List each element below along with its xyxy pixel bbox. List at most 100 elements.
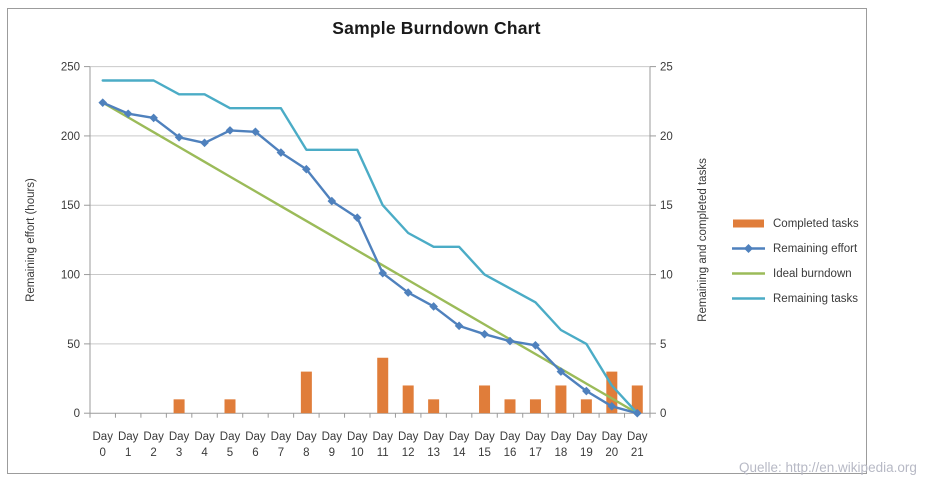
x-axis-label-day-19: 19 xyxy=(580,447,593,459)
x-axis-label-day-21: 21 xyxy=(631,447,644,459)
y-axis-label-left-50: 50 xyxy=(67,339,80,351)
x-axis-label-word-10: Day xyxy=(347,431,368,443)
marker-remaining_effort-day-10 xyxy=(352,213,362,223)
y-axis-label-right-15: 15 xyxy=(660,200,673,212)
legend-item: Completed tasks xyxy=(732,211,859,236)
y-axis-label-right-0: 0 xyxy=(660,408,666,420)
x-axis-label-word-8: Day xyxy=(296,431,317,443)
x-axis-label-word-4: Day xyxy=(194,431,215,443)
legend-item: Remaining tasks xyxy=(732,286,859,311)
y-axis-label-right-20: 20 xyxy=(660,131,673,143)
bar-completed_tasks-day-13 xyxy=(428,399,440,414)
x-axis-label-word-16: Day xyxy=(500,431,521,443)
legend-item: Remaining effort xyxy=(732,236,859,261)
x-axis-label-day-20: 20 xyxy=(605,447,618,459)
x-axis-label-day-16: 16 xyxy=(504,447,517,459)
legend-swatch-completed_tasks-icon xyxy=(733,219,764,228)
bar-completed_tasks-day-21 xyxy=(631,385,643,414)
x-axis-label-day-15: 15 xyxy=(478,447,491,459)
x-axis-label-day-13: 13 xyxy=(427,447,440,459)
marker-remaining_effort-day-7 xyxy=(276,148,286,157)
legend-label: Remaining tasks xyxy=(773,292,859,305)
x-axis-label-word-6: Day xyxy=(245,431,266,443)
bar-completed_tasks-day-16 xyxy=(504,399,516,414)
marker-remaining_effort-day-2 xyxy=(149,113,158,123)
series-line-ideal_burndown xyxy=(101,101,639,415)
x-axis-label-day-0: 0 xyxy=(100,447,106,459)
marker-remaining_effort-day-16 xyxy=(505,336,515,346)
marker-remaining_effort-day-8 xyxy=(302,164,311,174)
legend: Completed tasks Remaining effort Ideal bur… xyxy=(732,211,859,311)
series-line-remaining_effort xyxy=(101,101,639,415)
x-axis-label-word-18: Day xyxy=(551,431,572,443)
y-axis-label-left-200: 200 xyxy=(61,131,80,143)
y-axis-label-left-250: 250 xyxy=(61,62,80,74)
legend-label: Ideal burndown xyxy=(773,267,852,280)
marker-remaining_effort-day-13 xyxy=(429,302,438,311)
y-axis-label-right-25: 25 xyxy=(660,62,673,74)
x-axis-label-word-17: Day xyxy=(525,431,546,443)
x-axis-label-day-18: 18 xyxy=(555,447,568,459)
marker-remaining_effort-day-11 xyxy=(378,268,388,278)
x-axis-label-word-14: Day xyxy=(449,431,470,443)
y-axis-label-right-10: 10 xyxy=(660,270,673,282)
marker-remaining_effort-day-14 xyxy=(454,321,464,331)
x-axis-label-word-11: Day xyxy=(373,431,394,443)
y-axis-label-right-5: 5 xyxy=(660,339,666,351)
marker-remaining_effort-day-5 xyxy=(225,126,235,135)
bar-completed_tasks-day-5 xyxy=(224,399,236,414)
x-axis-label-day-5: 5 xyxy=(227,447,233,459)
marker-remaining_effort-day-20 xyxy=(607,401,617,411)
marker-remaining_effort-day-19 xyxy=(582,386,591,396)
bar-completed_tasks-day-12 xyxy=(402,385,414,414)
x-axis-label-word-21: Day xyxy=(627,431,648,443)
bar-completed_tasks-day-17 xyxy=(529,399,541,414)
chart-border xyxy=(7,8,867,474)
bar-completed_tasks-day-20 xyxy=(606,371,618,414)
x-axis-label-day-10: 10 xyxy=(351,447,364,459)
y-axis-label-left-0: 0 xyxy=(74,408,80,420)
x-axis-label-day-4: 4 xyxy=(201,447,208,459)
x-axis-label-word-2: Day xyxy=(143,431,164,443)
bar-completed_tasks-day-18 xyxy=(555,385,567,414)
x-axis-label-word-1: Day xyxy=(118,431,139,443)
x-axis-label-day-12: 12 xyxy=(402,447,415,459)
x-axis-label-word-9: Day xyxy=(322,431,343,443)
legend-label: Completed tasks xyxy=(773,217,859,230)
x-axis-label-day-11: 11 xyxy=(377,447,389,459)
marker-remaining_effort-day-18 xyxy=(556,367,566,376)
marker-remaining_effort-day-0 xyxy=(98,98,108,107)
y-axis-label-left-150: 150 xyxy=(61,200,80,212)
x-axis-label-word-20: Day xyxy=(602,431,623,443)
bar-completed_tasks-day-11 xyxy=(377,357,389,414)
marker-remaining_effort-day-12 xyxy=(403,288,413,297)
marker-remaining_effort-day-17 xyxy=(531,340,540,350)
legend-swatch-remaining_effort-icon xyxy=(732,244,765,253)
x-axis-label-day-8: 8 xyxy=(303,447,309,459)
x-axis-label-day-2: 2 xyxy=(150,447,156,459)
legend-swatch-ideal_burndown-icon xyxy=(732,272,765,275)
bar-completed_tasks-day-8 xyxy=(300,371,312,414)
bar-completed_tasks-day-19 xyxy=(580,399,592,414)
bar-completed_tasks-day-15 xyxy=(479,385,491,414)
marker-remaining_effort-day-6 xyxy=(251,127,260,137)
x-axis-label-day-17: 17 xyxy=(529,447,542,459)
marker-remaining_effort-day-4 xyxy=(200,138,209,148)
marker-remaining_effort-day-21 xyxy=(632,408,642,418)
x-axis-label-word-12: Day xyxy=(398,431,419,443)
x-axis-label-day-6: 6 xyxy=(252,447,258,459)
x-axis-label-day-9: 9 xyxy=(329,447,335,459)
legend-item: Ideal burndown xyxy=(732,261,859,286)
x-axis-label-word-5: Day xyxy=(220,431,241,443)
x-axis-label-word-3: Day xyxy=(169,431,190,443)
x-axis-label-day-1: 1 xyxy=(125,447,131,459)
marker-remaining_effort-day-15 xyxy=(480,329,489,339)
x-axis-label-word-7: Day xyxy=(271,431,292,443)
x-axis-label-word-13: Day xyxy=(423,431,444,443)
marker-remaining_effort-day-3 xyxy=(174,133,184,142)
marker-remaining_effort-day-9 xyxy=(327,196,337,206)
y-axis-label-left-100: 100 xyxy=(61,270,80,282)
legend-label: Remaining effort xyxy=(773,242,858,255)
bar-completed_tasks-day-3 xyxy=(173,399,185,414)
